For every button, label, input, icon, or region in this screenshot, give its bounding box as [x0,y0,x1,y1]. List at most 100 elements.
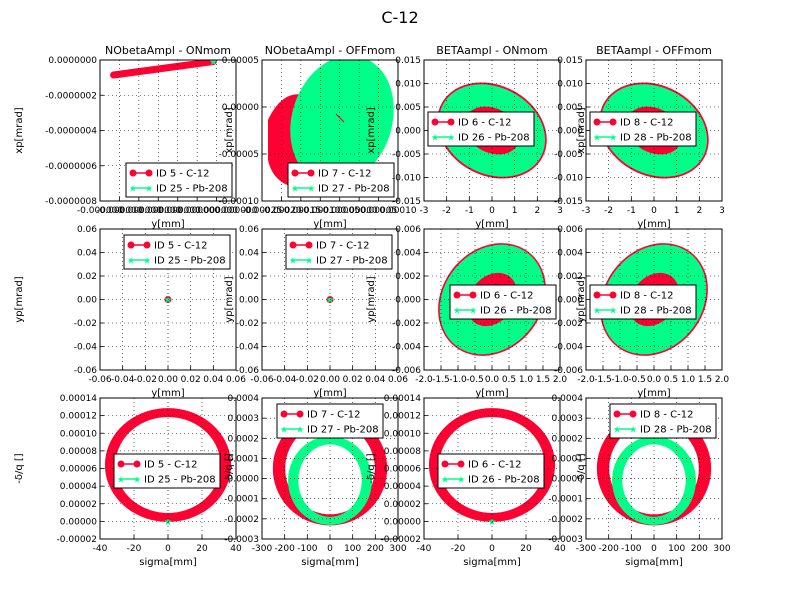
legend-marker: ★ [307,185,315,195]
y-tick-label: 0.0000 [228,475,260,485]
y-tick-label: 0.00000 [60,517,97,527]
legend-label: ID 6 - C-12 [468,460,521,471]
x-tick-label: 0.5 [664,375,678,385]
legend-marker: ★ [296,426,304,436]
axes-frame [423,59,561,202]
x-axis-label: sigma[mm] [301,557,359,568]
x-tick-label: -0.06 [250,375,274,385]
series-pb208-point: ★ [209,57,218,68]
y-tick-label: 0.0000 [552,475,584,485]
x-tick-label: -20 [451,544,466,554]
y-tick-label: -0.0001 [224,495,259,505]
x-axis-label: y[mm] [151,388,184,399]
legend-label: ID 25 - Pb-208 [154,256,226,267]
legend-marker [296,410,304,418]
axes-frame [585,397,723,540]
legend-label: ID 28 - Pb-208 [620,133,692,144]
x-axis-label: y[mm] [475,219,508,230]
legend-marker [593,118,601,126]
axes-frame [261,59,399,202]
x-tick-label: -0.000000 [135,206,181,216]
legend-label: ID 25 - Pb-208 [144,475,216,486]
legend-marker: ★ [447,134,455,144]
x-tick-label: -0.04 [111,375,135,385]
y-tick-label: 0.06 [77,225,97,235]
legend-box [276,403,384,439]
y-axis-label: yp[mrad] [14,276,25,322]
x-tick-label: -40 [417,544,432,554]
y-tick-label: 0.0001 [228,454,260,464]
legend-marker [609,291,617,299]
x-axis-label: y[mm] [637,219,670,230]
plot-area: ★ [164,295,173,306]
y-tick-label: 0.00002 [60,500,97,510]
y-tick-label: -0.00010 [219,197,260,207]
y-tick-label: 0.00012 [60,412,97,422]
subplot-6: ★-0.06 -0.04 -0.02 0.00 0.02 0.04 0.060.060.04… [224,225,408,399]
legend-marker [609,118,617,126]
subplot-title: BETAampl - OFFmom [596,44,712,57]
series-c12-line [110,60,217,79]
x-tick-label: 40 [230,544,242,554]
axes-frame [585,228,723,371]
subplot-7: -2.0 -1.5 -1.0 -0.5 0.0 0.5 1.0 1.5 2.0 0.006 0.00… [366,225,567,399]
legend: ID 6 - C-12★ ★ ID 26 - Pb-208 [449,284,557,320]
y-tick-label: 0.000 [557,296,583,306]
legend-box [427,111,535,147]
y-tick-label: -0.002 [392,319,421,329]
x-tick-label: -200 [274,544,295,554]
x-tick-label: 0.06 [226,375,246,385]
subplot-8: -2.0 -1.5 -1.0 -0.5 0.0 0.5 1.0 1.5 2.00.0060.00… [554,225,729,399]
legend-marker: ★ [305,257,313,267]
x-tick-label: -0.00010 [300,206,341,216]
subplot-title: NObetaAmpl - OFFmom [265,44,395,57]
subplot-1: ★-0.000000-0.000000-0.000000-0.000000-0.… [14,44,258,230]
x-tick-label: 0.00 [158,375,178,385]
x-tick-label: -2 [442,206,451,216]
x-tick-label: -3 [582,206,591,216]
x-tick-label: -300 [252,544,273,554]
series-pb208-ring [439,244,545,355]
legend-label: ID 27 - Pb-208 [307,425,379,436]
x-tick-label: 0.5 [502,375,516,385]
legend-marker: ★ [441,476,449,486]
x-axis-label: y[mm] [151,219,184,230]
y-tick-label: -0.0000008 [45,197,97,207]
x-tick-label: -0.00015 [281,206,321,216]
legend-marker [127,241,135,249]
legend-marker [441,460,449,468]
x-tick-label: 1 [512,206,518,216]
legend-label: ID 25 - Pb-208 [156,184,228,195]
y-tick-label: -0.004 [554,343,583,353]
x-tick-label: -1.0 [449,375,467,385]
axes-frame [261,228,399,371]
x-tick-label: -200 [598,544,619,554]
legend-marker [129,169,137,177]
y-tick-label: 0.06 [239,225,259,235]
y-tick-label: 0.0001 [552,454,584,464]
x-tick-label: 200 [367,544,384,554]
y-tick-label: -0.004 [392,343,421,353]
legend-marker: ★ [457,476,465,486]
y-tick-label: -0.010 [554,174,583,184]
legend-marker: ★ [609,307,617,317]
y-tick-label: 0.00010 [60,429,97,439]
x-tick-label: -0.00020 [261,206,302,216]
legend-marker: ★ [593,307,601,317]
x-tick-label: 0.04 [365,375,385,385]
legend-label: ID 5 - C-12 [154,241,207,252]
legend-marker [145,169,153,177]
legend-label: ID 27 - Pb-208 [316,256,388,267]
legend-marker [593,291,601,299]
legend-marker [305,241,313,249]
legend: ID 8 - C-12★ ★ ID 28 - Pb-208 [589,111,697,147]
legend-label: ID 8 - C-12 [620,291,673,302]
x-tick-label: -100 [621,544,642,554]
y-tick-label: 0.00006 [60,465,97,475]
x-tick-label: 1.5 [536,375,550,385]
x-tick-label: 3 [719,206,725,216]
axes-frame [423,228,561,371]
x-tick-label: -2 [604,206,613,216]
series-pb208-ring [601,244,707,355]
x-tick-label: 300 [389,544,406,554]
